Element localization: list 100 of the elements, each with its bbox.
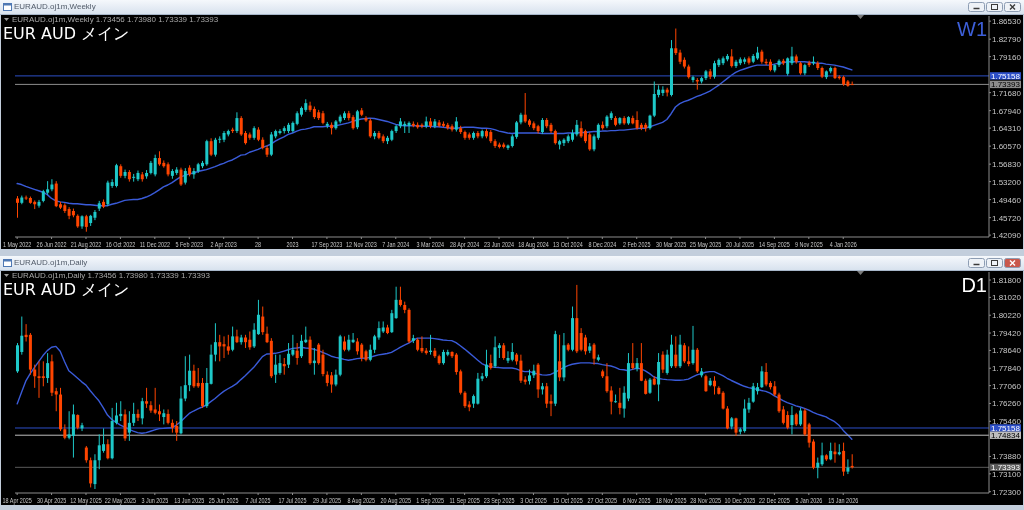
y-tick-label: 1.60570 <box>992 142 1022 152</box>
y-tick-label: 1.80220 <box>992 311 1022 321</box>
candlestick <box>579 120 583 139</box>
candlestick <box>205 367 209 409</box>
candlestick <box>562 137 566 147</box>
candlestick <box>523 92 527 124</box>
candlestick <box>41 360 45 387</box>
candlestick <box>635 357 639 372</box>
candlestick <box>175 420 179 442</box>
y-tick-label: 1.78640 <box>992 346 1022 356</box>
candlestick <box>631 342 635 371</box>
candlestick <box>235 329 239 344</box>
chart-subtitle: EURAUD.oj1m,Weekly 1.73456 1.73980 1.73339 1.73393 <box>12 15 219 24</box>
candlestick <box>635 110 639 131</box>
candlestick <box>394 286 398 320</box>
candlestick <box>786 56 790 77</box>
candlestick <box>201 377 205 409</box>
line-series <box>16 337 853 441</box>
candlestick <box>777 58 781 68</box>
candlestick <box>97 433 101 470</box>
candlestick <box>760 365 764 389</box>
candlestick <box>450 123 454 133</box>
candlestick <box>261 306 265 336</box>
candlestick <box>764 362 768 387</box>
y-tick-label: 1.73880 <box>992 452 1022 462</box>
candlestick <box>678 334 682 369</box>
candlestick <box>127 410 131 442</box>
y-tick-label: 1.71680 <box>992 88 1022 98</box>
candlestick <box>407 120 411 134</box>
y-tick-label: 1.72300 <box>992 487 1022 497</box>
candlestick <box>145 387 149 409</box>
candlestick <box>183 355 187 402</box>
candlestick <box>669 334 673 369</box>
candlestick <box>295 342 299 366</box>
candlestick <box>330 371 334 394</box>
ref-line-label: 1.75158 <box>991 423 1021 433</box>
candlestick <box>510 342 514 362</box>
candlestick <box>114 163 118 188</box>
y-tick-label: 1.77840 <box>992 364 1022 374</box>
y-tick-label: 1.81020 <box>992 293 1022 303</box>
y-tick-label: 1.56830 <box>992 160 1022 170</box>
candlestick <box>519 354 523 384</box>
ref-line-label: 1.73393 <box>991 80 1021 90</box>
text: EURAUD.oj1m,Weekly <box>14 2 96 12</box>
candlestick <box>506 350 510 364</box>
candlestick <box>153 387 157 415</box>
candlestick <box>605 362 609 394</box>
candlestick <box>657 352 661 402</box>
candlestick <box>743 398 747 434</box>
y-tick-label: 1.76260 <box>992 399 1022 409</box>
candlestick <box>665 349 669 376</box>
candlestick <box>652 80 656 118</box>
candlestick <box>558 334 562 382</box>
text: W1 <box>957 18 987 40</box>
candlestick <box>609 385 613 415</box>
y-tick-label: 1.45720 <box>992 213 1022 223</box>
candlestick <box>37 199 41 209</box>
y-tick-label: 1.82790 <box>992 35 1022 45</box>
candlestick <box>747 397 751 414</box>
candlestick <box>803 408 807 437</box>
candlestick <box>786 410 790 430</box>
candlestick <box>751 382 755 404</box>
y-tick-label: 1.49460 <box>992 195 1022 205</box>
candlestick <box>106 438 110 460</box>
candlestick <box>37 360 41 399</box>
candlestick <box>308 101 312 113</box>
candlestick <box>106 180 110 207</box>
candlestick <box>592 342 596 366</box>
candlestick <box>80 422 84 432</box>
candlestick <box>799 407 803 427</box>
candlestick <box>484 349 488 379</box>
candlestick <box>820 442 824 467</box>
y-tick-label: 1.53200 <box>992 177 1022 187</box>
candlestick <box>661 85 665 97</box>
candlestick <box>674 335 678 369</box>
candlestick <box>390 309 394 334</box>
candlestick <box>790 405 794 435</box>
candlestick <box>235 111 239 134</box>
candlestick <box>205 139 209 167</box>
candlestick <box>71 404 75 459</box>
candlestick <box>691 325 695 366</box>
candlestick <box>132 402 136 427</box>
candlestick <box>67 410 71 440</box>
candlestick <box>725 405 729 430</box>
y-tick-label: 1.79420 <box>992 328 1022 338</box>
candlestick <box>618 387 622 415</box>
text: D1 <box>961 274 987 296</box>
candlestick <box>695 347 699 374</box>
candlestick <box>398 286 402 308</box>
ref-line-label: 1.75158 <box>991 71 1021 81</box>
candlestick <box>816 457 820 479</box>
candlestick <box>674 28 678 56</box>
candlestick <box>583 334 587 356</box>
y-tick-label: 1.42090 <box>992 231 1022 241</box>
candlestick <box>360 342 364 362</box>
candlestick <box>842 442 846 477</box>
candlestick <box>226 334 230 356</box>
candlestick <box>549 394 553 417</box>
candlestick <box>153 154 157 177</box>
candlestick <box>16 195 19 219</box>
